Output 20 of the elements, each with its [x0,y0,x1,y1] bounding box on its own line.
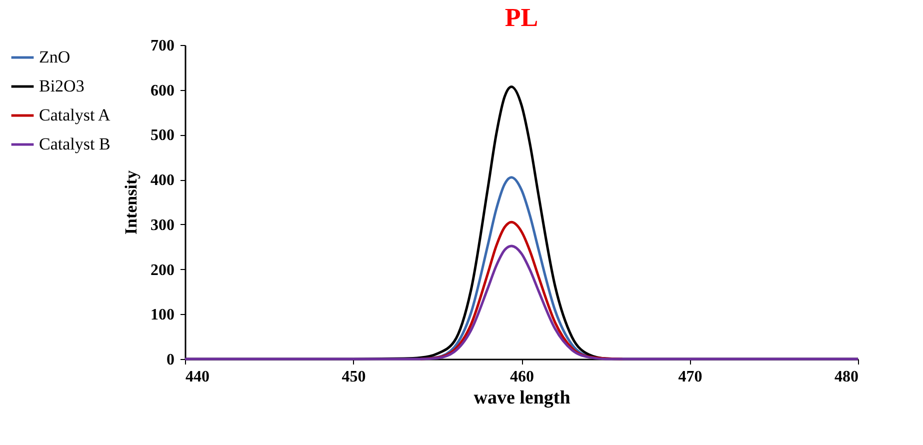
y-tick-label: 500 [150,127,174,144]
legend-label: Catalyst A [39,106,112,124]
y-tick-label: 0 [166,352,174,368]
x-tick-label: 460 [510,368,534,386]
x-tick-label: 470 [678,368,702,386]
y-tick-label: 700 [150,38,174,54]
legend-label: Bi2O3 [39,76,84,96]
x-axis-title: wave length [474,388,571,408]
legend-label: Catalyst B [39,134,110,154]
y-tick-label: 300 [150,216,174,234]
y-tick-label: 200 [150,262,174,279]
y-tick-label: 600 [150,82,174,100]
x-tick-label: 480 [834,368,858,386]
y-tick-label: 100 [150,306,174,324]
chart-title: PL [504,3,538,32]
x-tick-label: 440 [186,368,210,386]
x-tick-label: 450 [342,368,366,386]
y-tick-label: 400 [150,172,174,190]
legend-label: ZnO [39,48,70,66]
y-axis-title: Intensity [122,170,140,235]
